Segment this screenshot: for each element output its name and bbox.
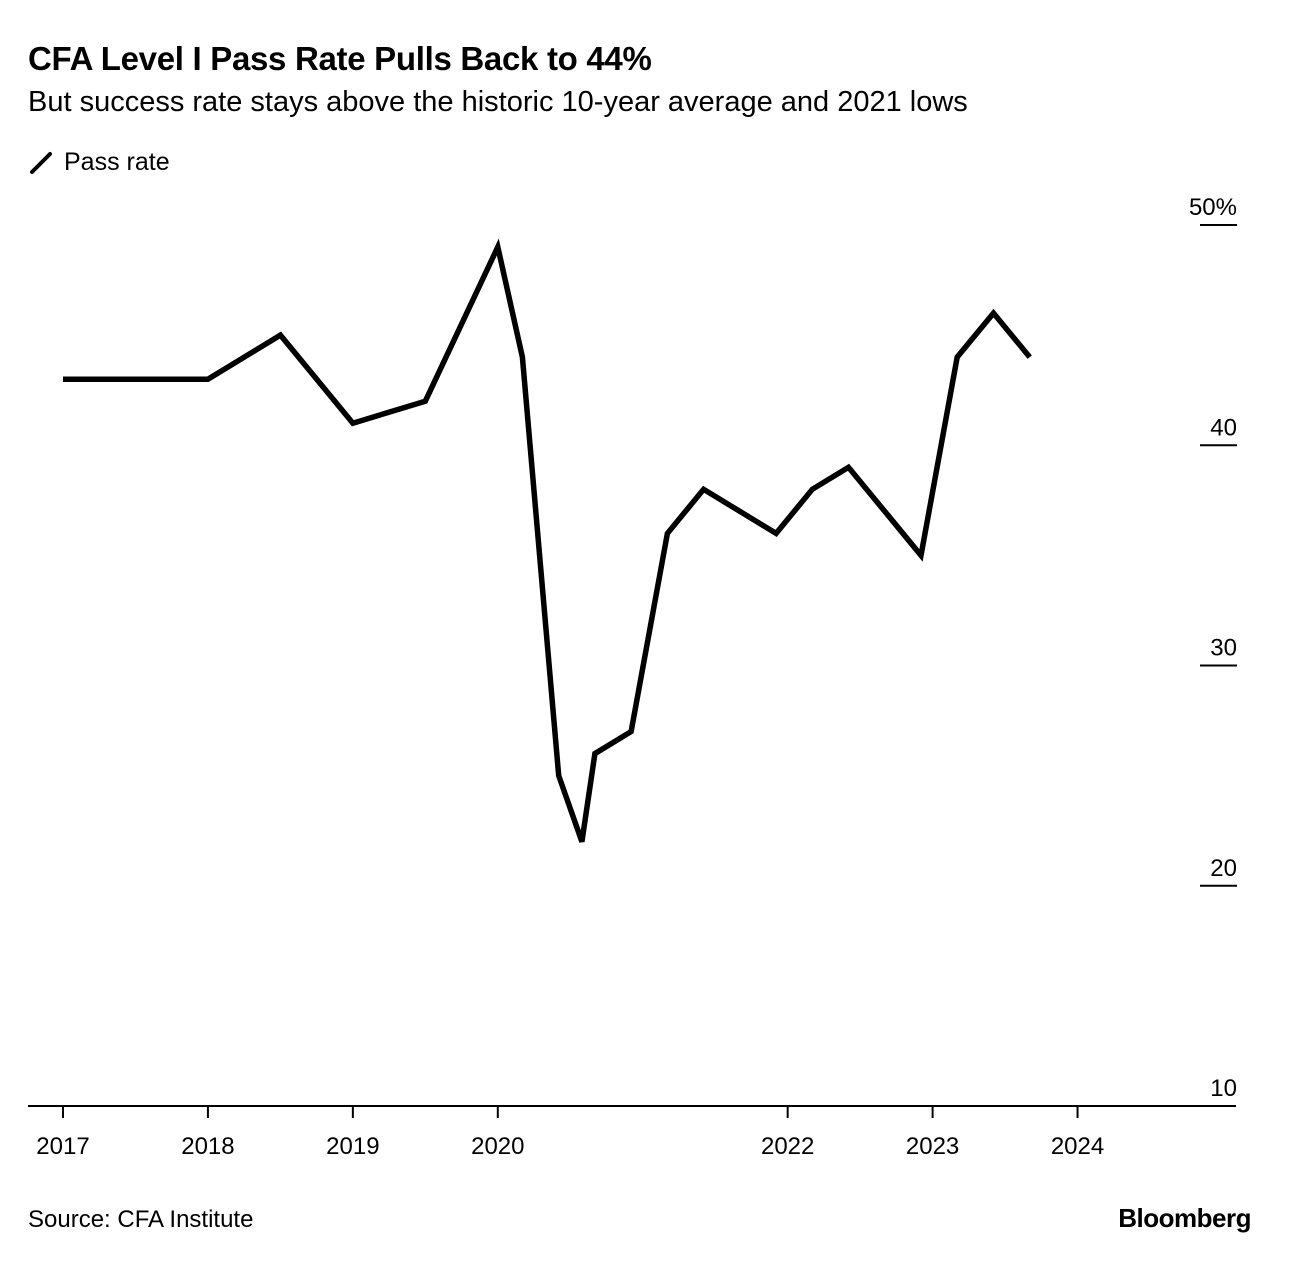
x-tick-label: 2022: [761, 1133, 814, 1160]
y-tick-label: 10: [1210, 1075, 1237, 1102]
y-tick-label: 40: [1210, 414, 1237, 441]
legend: Pass rate: [28, 148, 170, 177]
source-note: Source: CFA Institute: [28, 1206, 254, 1233]
x-tick-label: 2017: [36, 1133, 89, 1160]
x-tick-label: 2019: [326, 1133, 379, 1160]
x-tick-label: 2018: [181, 1133, 234, 1160]
chart-title: CFA Level I Pass Rate Pulls Back to 44%: [28, 40, 652, 77]
x-tick-label: 2023: [906, 1133, 959, 1160]
legend-label: Pass rate: [64, 148, 170, 176]
y-tick-label: 30: [1210, 635, 1237, 662]
bloomberg-logo: Bloomberg: [1118, 1203, 1251, 1233]
y-tick-label: 50%: [1189, 194, 1237, 221]
line-swatch-icon: [30, 151, 52, 174]
series-line-pass-rate: [63, 238, 1032, 843]
x-tick-label: 2020: [471, 1133, 524, 1160]
x-tick-label: 2024: [1051, 1133, 1104, 1160]
chart-subtitle: But success rate stays above the histori…: [28, 86, 968, 118]
y-tick-label: 20: [1210, 855, 1237, 882]
